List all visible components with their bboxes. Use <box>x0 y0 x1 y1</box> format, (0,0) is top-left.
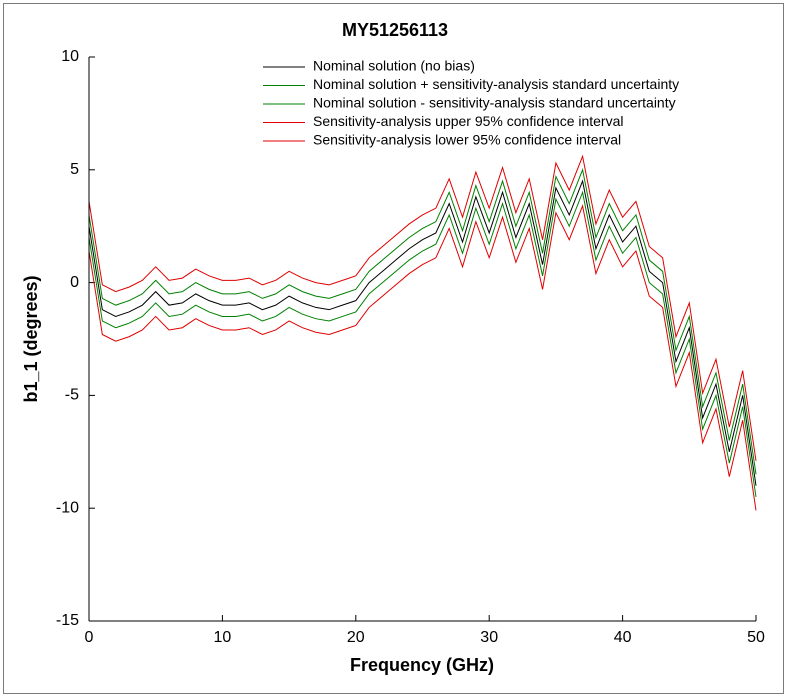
y-axis-label: b1_1 (degrees) <box>21 275 41 402</box>
x-tick-label: 0 <box>85 629 94 646</box>
series-line <box>88 168 757 475</box>
x-tick-label: 40 <box>614 629 632 646</box>
y-tick-label: -5 <box>65 387 79 404</box>
legend-label: Nominal solution + sensitivity-analysis … <box>313 76 679 92</box>
legend-label: Nominal solution - sensitivity-analysis … <box>313 95 676 111</box>
legend-label: Sensitivity-analysis upper 95% confidenc… <box>313 113 624 129</box>
series-line <box>88 154 757 461</box>
frame <box>3 3 784 694</box>
series-line <box>88 179 757 486</box>
y-tick-label: -10 <box>56 499 79 516</box>
series-line <box>88 204 757 511</box>
y-tick-label: -15 <box>56 612 79 629</box>
x-tick-label: 10 <box>214 629 232 646</box>
legend-label: Nominal solution (no bias) <box>313 58 475 74</box>
x-tick-label: 30 <box>480 629 498 646</box>
y-tick-label: 5 <box>70 161 79 178</box>
chart-title: MY51256113 <box>342 20 448 40</box>
x-axis-label: Frequency (GHz) <box>350 655 494 675</box>
y-tick-label: 10 <box>61 48 79 65</box>
legend-label: Sensitivity-analysis lower 95% confidenc… <box>313 132 621 148</box>
x-tick-label: 50 <box>747 629 765 646</box>
x-tick-label: 20 <box>347 629 365 646</box>
series-line <box>88 190 757 497</box>
y-tick-label: 0 <box>70 274 79 291</box>
